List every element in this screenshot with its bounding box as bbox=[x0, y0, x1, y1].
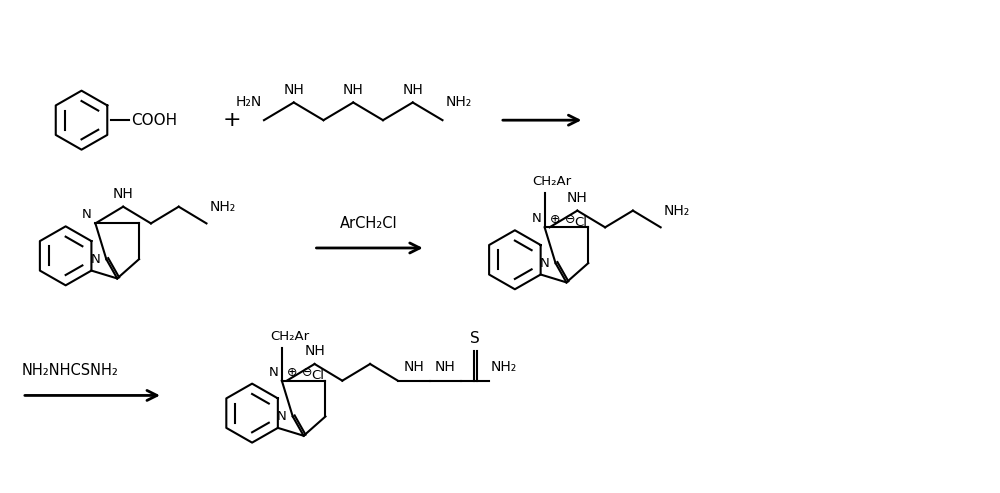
Text: H₂N: H₂N bbox=[236, 96, 262, 109]
Text: CH₂Ar: CH₂Ar bbox=[533, 175, 572, 188]
Text: Cl: Cl bbox=[312, 369, 325, 382]
Text: +: + bbox=[223, 110, 242, 130]
Text: NH: NH bbox=[113, 187, 134, 201]
Text: NH: NH bbox=[283, 83, 304, 97]
Text: NH: NH bbox=[435, 360, 456, 374]
Text: N: N bbox=[532, 212, 542, 225]
Text: NH₂: NH₂ bbox=[491, 360, 517, 374]
Text: NH: NH bbox=[567, 191, 588, 205]
Text: ArCH₂Cl: ArCH₂Cl bbox=[340, 216, 398, 231]
Text: NH: NH bbox=[304, 344, 325, 358]
Text: Cl: Cl bbox=[574, 216, 587, 229]
Text: NH: NH bbox=[403, 360, 424, 374]
Text: NH₂NHCSNH₂: NH₂NHCSNH₂ bbox=[22, 363, 119, 378]
Text: ⊖: ⊖ bbox=[564, 213, 575, 226]
Text: N: N bbox=[82, 209, 91, 221]
Text: NH₂: NH₂ bbox=[445, 96, 472, 109]
Text: NH₂: NH₂ bbox=[209, 200, 236, 213]
Text: COOH: COOH bbox=[131, 113, 177, 128]
Text: N: N bbox=[540, 257, 550, 270]
Text: N: N bbox=[277, 410, 287, 423]
Text: S: S bbox=[470, 331, 480, 346]
Text: ⊕: ⊕ bbox=[287, 366, 297, 379]
Text: NH: NH bbox=[343, 83, 364, 97]
Text: ⊖: ⊖ bbox=[302, 366, 312, 379]
Text: ⊕: ⊕ bbox=[550, 213, 560, 226]
Text: NH₂: NH₂ bbox=[664, 204, 690, 217]
Text: N: N bbox=[91, 253, 100, 266]
Text: CH₂Ar: CH₂Ar bbox=[270, 330, 309, 343]
Text: NH: NH bbox=[402, 83, 423, 97]
Text: N: N bbox=[269, 366, 279, 379]
